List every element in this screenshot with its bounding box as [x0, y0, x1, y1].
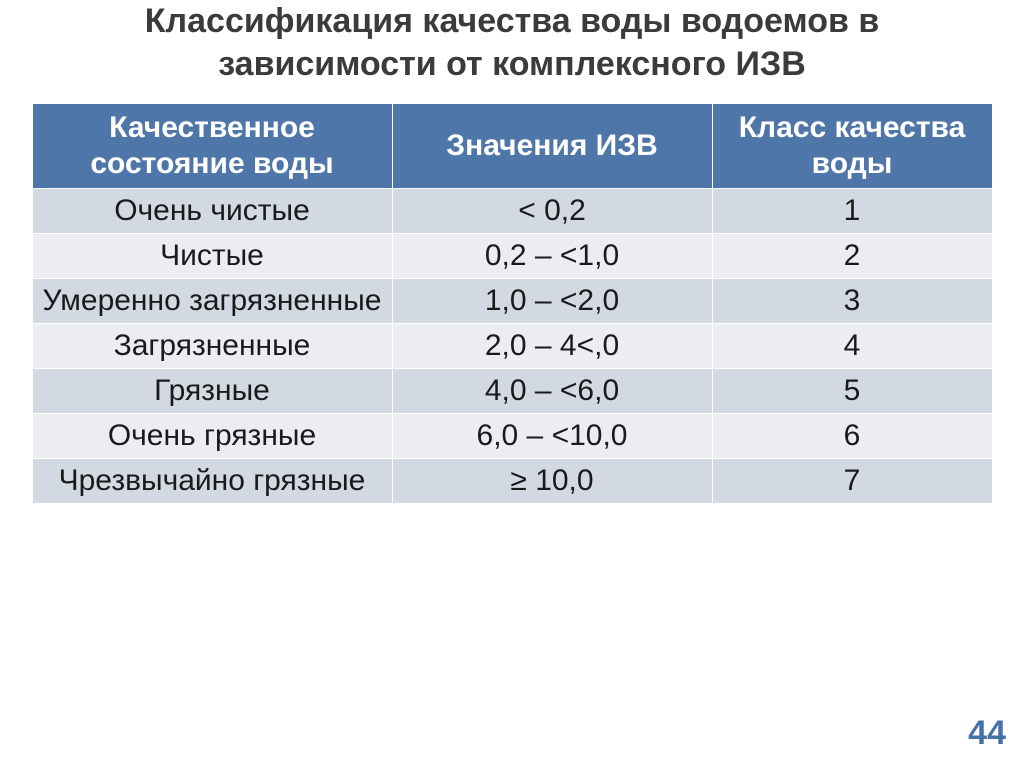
- cell-state: Очень чистые: [32, 189, 392, 234]
- cell-izv: 1,0 – <2,0: [392, 279, 712, 324]
- cell-izv: < 0,2: [392, 189, 712, 234]
- cell-state: Умеренно загрязненные: [32, 279, 392, 324]
- table-body: Очень чистые < 0,2 1 Чистые 0,2 – <1,0 2…: [32, 189, 992, 504]
- cell-class: 6: [712, 414, 992, 459]
- classification-table: Качественное состояние воды Значения ИЗВ…: [32, 103, 993, 504]
- table-row: Чистые 0,2 – <1,0 2: [32, 234, 992, 279]
- cell-izv: ≥ 10,0: [392, 459, 712, 504]
- cell-izv: 0,2 – <1,0: [392, 234, 712, 279]
- cell-class: 3: [712, 279, 992, 324]
- table-row: Очень чистые < 0,2 1: [32, 189, 992, 234]
- slide-title: Классификация качества воды водоемов в з…: [0, 0, 1024, 85]
- cell-class: 2: [712, 234, 992, 279]
- table-head: Качественное состояние воды Значения ИЗВ…: [32, 104, 992, 189]
- cell-class: 5: [712, 369, 992, 414]
- slide: Классификация качества воды водоемов в з…: [0, 0, 1024, 767]
- table-row: Грязные 4,0 – <6,0 5: [32, 369, 992, 414]
- cell-state: Чрезвычайно грязные: [32, 459, 392, 504]
- table-row: Умеренно загрязненные 1,0 – <2,0 3: [32, 279, 992, 324]
- cell-state: Загрязненные: [32, 324, 392, 369]
- cell-class: 1: [712, 189, 992, 234]
- cell-izv: 6,0 – <10,0: [392, 414, 712, 459]
- cell-state: Чистые: [32, 234, 392, 279]
- col-header-state: Качественное состояние воды: [32, 104, 392, 189]
- table-header-row: Качественное состояние воды Значения ИЗВ…: [32, 104, 992, 189]
- col-header-izv: Значения ИЗВ: [392, 104, 712, 189]
- cell-state: Очень грязные: [32, 414, 392, 459]
- cell-izv: 2,0 – 4<,0: [392, 324, 712, 369]
- table-row: Очень грязные 6,0 – <10,0 6: [32, 414, 992, 459]
- cell-class: 4: [712, 324, 992, 369]
- cell-izv: 4,0 – <6,0: [392, 369, 712, 414]
- page-number: 44: [968, 714, 1006, 753]
- col-header-class: Класс качества воды: [712, 104, 992, 189]
- table-row: Загрязненные 2,0 – 4<,0 4: [32, 324, 992, 369]
- cell-class: 7: [712, 459, 992, 504]
- cell-state: Грязные: [32, 369, 392, 414]
- table-row: Чрезвычайно грязные ≥ 10,0 7: [32, 459, 992, 504]
